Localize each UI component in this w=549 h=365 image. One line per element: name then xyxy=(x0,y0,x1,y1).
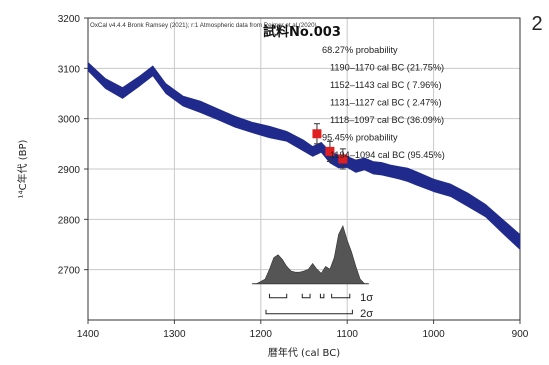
sigma1-range xyxy=(301,293,311,299)
page-number: 2 xyxy=(531,13,542,35)
y-tick-label: 2800 xyxy=(58,215,81,226)
x-tick-label: 1200 xyxy=(250,329,273,340)
sigma2-label: 2σ xyxy=(360,308,373,320)
x-tick-label: 1300 xyxy=(163,329,186,340)
annotation-line: 1131–1127 cal BC ( 2.47%) xyxy=(330,98,442,108)
annotation-line: 1152–1143 cal BC ( 7.96%) xyxy=(330,80,442,90)
y-tick-label: 3200 xyxy=(58,14,81,25)
annotation-line: 1194–1094 cal BC (95.45%) xyxy=(330,150,445,160)
x-tick-label: 900 xyxy=(512,329,529,340)
credit-text: OxCal v4.4.4 Bronk Ramsey (2021); r:1 At… xyxy=(90,22,317,29)
y-axis-label: ¹⁴C年代 (BP) xyxy=(16,139,29,198)
date-point xyxy=(312,129,322,139)
annotation-line: 68.27% probability xyxy=(322,45,398,55)
x-tick-label: 1400 xyxy=(77,329,100,340)
x-tick-label: 1000 xyxy=(422,329,445,340)
y-tick-label: 2700 xyxy=(58,266,81,277)
date-point xyxy=(325,146,335,156)
sigma1-range xyxy=(331,293,351,299)
annotation-line: 95.45% probability xyxy=(322,133,398,143)
annotation-line: 1190–1170 cal BC (21.75%) xyxy=(330,63,444,73)
sigma1-label: 1σ xyxy=(360,292,373,304)
y-tick-label: 2900 xyxy=(58,165,81,176)
sigma1-range xyxy=(319,293,325,299)
probability-distribution xyxy=(256,224,366,285)
x-tick-label: 1100 xyxy=(336,329,358,340)
calibration-curve-band xyxy=(87,61,521,250)
y-tick-label: 3000 xyxy=(58,115,81,126)
sigma1-range xyxy=(268,293,288,299)
y-tick-label: 3100 xyxy=(58,64,81,75)
date-point xyxy=(338,154,348,164)
sigma2-range xyxy=(265,309,353,315)
x-axis-label: 暦年代 (cal BC) xyxy=(268,346,340,359)
sample-title: 試料No.003 xyxy=(263,24,341,40)
plot-frame xyxy=(87,17,521,321)
annotation-line: 1118–1097 cal BC (36.09%) xyxy=(330,115,444,125)
